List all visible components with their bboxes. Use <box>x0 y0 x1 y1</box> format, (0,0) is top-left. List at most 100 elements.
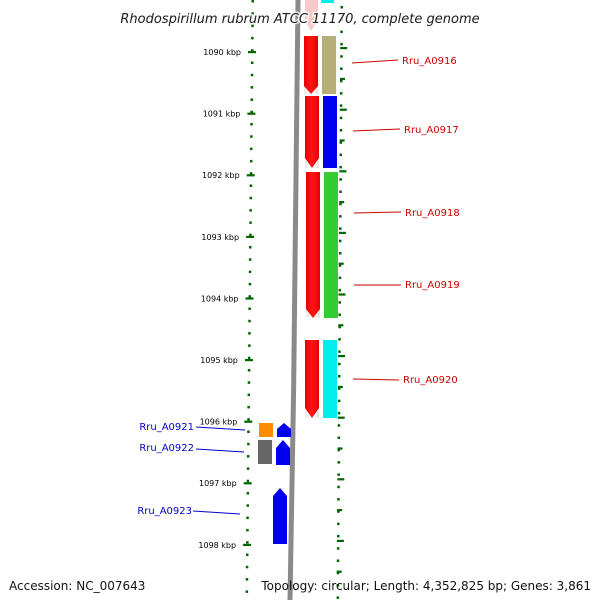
ruler-major-tick <box>338 324 344 327</box>
ruler-minor-tick <box>339 116 343 120</box>
ruler-minor-tick <box>250 73 254 77</box>
ruler-minor-tick <box>250 147 253 151</box>
ruler-minor-tick <box>247 442 250 446</box>
ruler-major-tick <box>336 570 342 573</box>
ruler-minor-tick <box>251 0 254 3</box>
gene-label-Rru_A0917[interactable]: Rru_A0917 <box>404 125 459 136</box>
ruler-major-tick <box>337 385 343 388</box>
ruler-minor-tick <box>246 479 250 483</box>
gene-Rru_A0920-alt[interactable] <box>323 340 337 418</box>
ruler-tick-label: 1093 kbp <box>201 233 239 242</box>
topology-summary-text: Topology: circular; Length: 4,352,825 bp… <box>261 579 591 593</box>
ruler-major-tick <box>338 293 346 296</box>
ruler-tick-label: 1091 kbp <box>203 110 241 119</box>
ruler-minor-tick <box>339 104 343 107</box>
ruler-minor-tick <box>248 258 252 261</box>
ruler-minor-tick <box>249 196 252 200</box>
ruler-tick-labels: 1090 kbp 1091 kbp 1092 kbp 1093 kbp 1094 kbp… <box>198 48 241 550</box>
ruler-minor-tick <box>337 448 340 452</box>
ruler-minor-tick <box>339 190 342 193</box>
ruler-minor-tick <box>246 467 250 470</box>
ruler-minor-tick <box>249 184 253 187</box>
gene-Rru_A0921-blue[interactable] <box>277 423 291 437</box>
ruler-major-tick <box>338 231 346 234</box>
gene-label-Rru_A0923[interactable]: Rru_A0923 <box>137 506 192 517</box>
gene-Rru_A0921-orange[interactable] <box>259 423 273 437</box>
ruler-minor-tick <box>246 492 250 495</box>
gene-Rru_A0922-blue[interactable] <box>276 440 290 465</box>
ruler-major-tick <box>339 139 345 142</box>
ruler-minor-tick <box>338 313 341 316</box>
gene-label-Rru_A0919[interactable]: Rru_A0919 <box>405 280 460 291</box>
gene-Rru_A0923-blue[interactable] <box>273 488 287 544</box>
ruler-minor-tick <box>247 430 250 433</box>
ruler-minor-tick <box>336 547 340 550</box>
ruler-minor-tick <box>340 30 343 34</box>
gene-Rru_A0922-grey[interactable] <box>258 440 272 464</box>
ruler-minor-tick <box>246 504 249 507</box>
ruler-minor-tick <box>338 288 342 292</box>
ruler-minor-tick <box>337 461 340 464</box>
ruler-major-tick <box>244 420 253 423</box>
ruler-minor-tick <box>338 338 341 341</box>
ruler-minor-tick <box>251 24 254 28</box>
ruler-minor-tick <box>338 252 342 255</box>
ruler-minor-tick <box>249 246 252 249</box>
ruler-minor-tick <box>245 565 249 569</box>
ruler-minor-tick <box>339 178 342 181</box>
ruler-major-tick <box>337 416 345 419</box>
ruler-minor-tick <box>250 86 254 89</box>
ruler-major-tick <box>245 297 254 300</box>
ruler-minor-tick <box>340 67 343 70</box>
ruler-major-tick <box>340 77 345 80</box>
ruler-minor-tick <box>246 528 249 532</box>
ruler-minor-tick <box>250 61 254 64</box>
ruler-minor-tick <box>249 221 252 224</box>
gene-Rru_A0917-alt[interactable] <box>323 96 337 168</box>
ruler-major-tick <box>337 509 343 512</box>
ruler-minor-tick <box>247 393 251 397</box>
ruler-minor-tick <box>248 344 251 347</box>
ruler-minor-tick <box>246 541 249 544</box>
gene-label-Rru_A0921[interactable]: Rru_A0921 <box>139 422 194 433</box>
ruler-major-tick <box>339 201 345 204</box>
ruler-minor-tick <box>249 209 252 212</box>
ruler-major-tick <box>339 108 347 111</box>
ruler-minor-tick <box>338 276 342 280</box>
gene-label-Rru_A0922[interactable]: Rru_A0922 <box>139 443 194 454</box>
ruler-major-tick <box>246 174 255 177</box>
ruler-tick-label: 1090 kbp <box>203 48 241 57</box>
accession-text: Accession: NC_007643 <box>9 579 146 593</box>
gene-label-Rru_A0920[interactable]: Rru_A0920 <box>403 375 458 386</box>
ruler-minor-tick <box>251 12 254 15</box>
gene-label-Rru_A0918[interactable]: Rru_A0918 <box>405 208 460 219</box>
gene-label-Rru_A0916[interactable]: Rru_A0916 <box>402 56 457 67</box>
ruler-minor-tick <box>249 159 253 163</box>
partial-gene-top-2 <box>321 0 334 3</box>
ruler-minor-tick <box>338 239 342 243</box>
ruler-minor-tick <box>338 387 341 390</box>
ruler-minor-tick <box>248 307 251 310</box>
ruler-minor-tick <box>340 18 343 21</box>
forward-genes <box>304 36 338 418</box>
ruler-minor-tick <box>337 510 340 513</box>
ruler-tick-label: 1095 kbp <box>200 356 238 365</box>
ruler-minor-tick <box>336 596 340 599</box>
ruler-major-tick <box>340 47 348 50</box>
ruler-minor-tick <box>338 301 341 304</box>
ruler-minor-tick <box>339 141 343 144</box>
ruler-minor-tick <box>340 42 343 46</box>
ruler-minor-tick <box>337 522 340 526</box>
ruler-left <box>243 0 256 593</box>
ruler-minor-tick <box>338 325 341 329</box>
genome-backbone <box>287 0 301 600</box>
gene-Rru_A0916-alt[interactable] <box>322 36 336 94</box>
ruler-minor-tick <box>250 135 253 138</box>
ruler-minor-tick <box>246 516 249 520</box>
ruler-major-tick <box>244 359 253 362</box>
ruler-minor-tick <box>248 282 252 286</box>
ruler-minor-tick <box>247 381 251 384</box>
gene-Rru_A0918-alt[interactable] <box>324 172 338 318</box>
ruler-tick-label: 1094 kbp <box>201 294 239 303</box>
ruler-tick-label: 1097 kbp <box>199 479 237 488</box>
